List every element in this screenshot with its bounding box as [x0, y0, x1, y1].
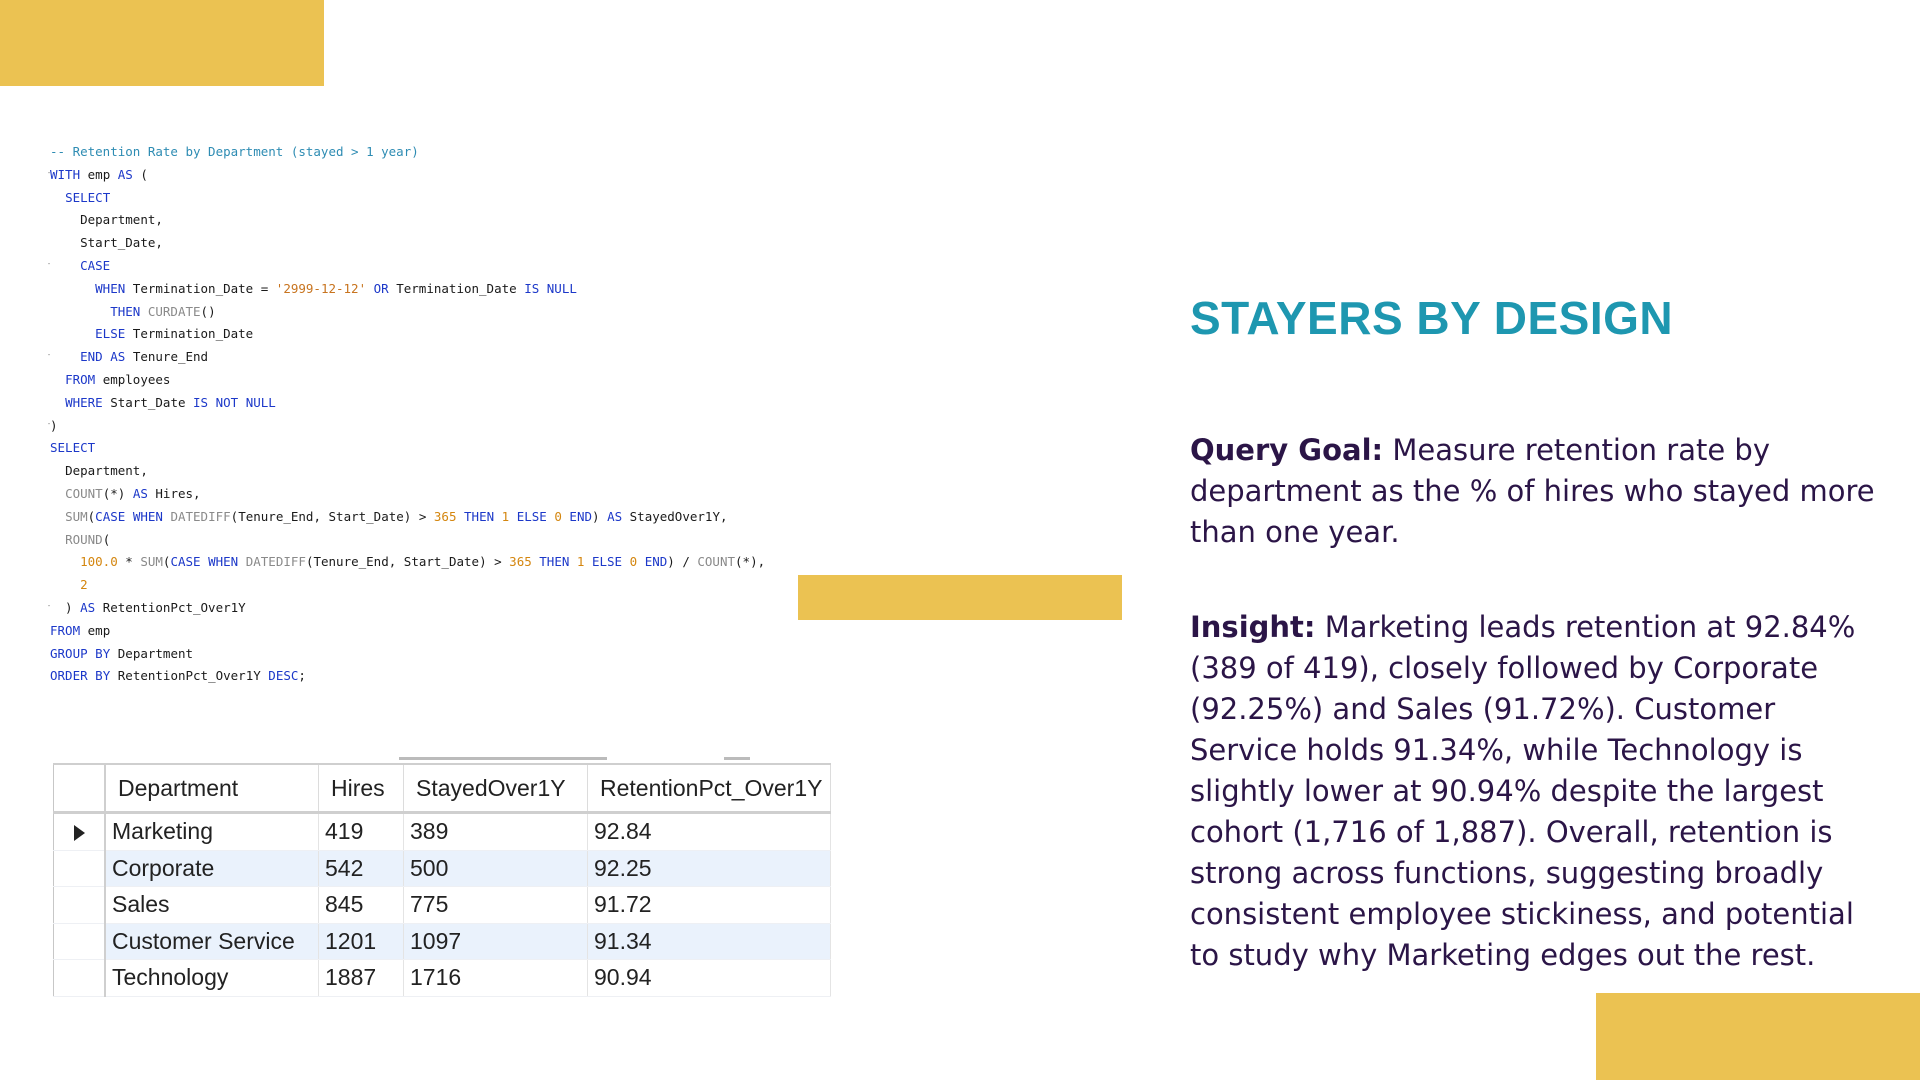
query-goal-paragraph: Query Goal: Measure retention rate by de…: [1190, 430, 1890, 553]
code-line: ˑ END AS Tenure_End: [46, 349, 209, 365]
cell-hires[interactable]: 419: [318, 812, 404, 851]
row-selector[interactable]: [53, 886, 106, 924]
insight-text: Marketing leads retention at 92.84% (389…: [1190, 610, 1856, 972]
cell-department[interactable]: Corporate: [105, 850, 319, 887]
insight-label: Insight:: [1190, 610, 1316, 644]
column-header-stayedover1y[interactable]: StayedOver1Y: [403, 764, 588, 814]
cell-stayed[interactable]: 1097: [403, 923, 588, 960]
cell-stayed[interactable]: 775: [403, 886, 588, 924]
cell-retention[interactable]: 91.72: [587, 886, 831, 924]
table-row[interactable]: Customer Service 1201 1097 91.34: [53, 923, 831, 960]
row-selector[interactable]: [53, 850, 106, 887]
code-line: SELECT: [65, 189, 111, 205]
cell-department[interactable]: Technology: [105, 959, 319, 997]
code-line: COUNT(*) AS Hires,: [65, 485, 201, 501]
grid-scrollbar-indicator-2: [724, 757, 750, 760]
column-header-department[interactable]: Department: [105, 764, 319, 814]
code-line: Department,: [65, 463, 148, 479]
code-line: WHEN Termination_Date = '2999-12-12' OR …: [95, 280, 577, 296]
table-row[interactable]: Corporate 542 500 92.25: [53, 850, 831, 887]
table-row[interactable]: Technology 1887 1716 90.94: [53, 959, 831, 997]
code-line: ˑ): [46, 417, 58, 433]
row-selector[interactable]: [53, 812, 106, 851]
code-line: 2: [80, 577, 88, 593]
cell-hires[interactable]: 845: [318, 886, 404, 924]
cell-stayed[interactable]: 500: [403, 850, 588, 887]
accent-bar-bottom-right: [1596, 993, 1920, 1080]
insight-paragraph: Insight: Marketing leads retention at 92…: [1190, 607, 1890, 976]
code-line: SUM(CASE WHEN DATEDIFF(Tenure_End, Start…: [65, 508, 728, 524]
code-line: Department,: [80, 212, 163, 228]
cell-retention[interactable]: 91.34: [587, 923, 831, 960]
results-header-row: Department Hires StayedOver1Y RetentionP…: [53, 764, 831, 814]
row-selector[interactable]: [53, 959, 106, 997]
code-line: SELECT: [50, 440, 96, 456]
code-line: ˑ ) AS RetentionPct_Over1Y: [46, 599, 246, 615]
cell-retention[interactable]: 92.25: [587, 850, 831, 887]
sql-code-block: -- Retention Rate by Department (stayed …: [46, 141, 810, 688]
accent-bar-top-left: [0, 0, 324, 86]
code-line: ROUND(: [65, 531, 111, 547]
query-goal-text: Measure retention rate by department as …: [1190, 433, 1875, 549]
cell-stayed[interactable]: 389: [403, 812, 588, 851]
code-line: THEN CURDATE(): [110, 303, 216, 319]
results-grid[interactable]: Department Hires StayedOver1Y RetentionP…: [53, 757, 845, 1018]
cell-hires[interactable]: 1887: [318, 959, 404, 997]
code-line: WHERE Start_Date IS NOT NULL: [65, 394, 276, 410]
code-line: ORDER BY RetentionPct_Over1Y DESC;: [50, 668, 306, 684]
cell-department[interactable]: Sales: [105, 886, 319, 924]
table-row[interactable]: Marketing 419 389 92.84: [53, 812, 831, 851]
code-line: Start_Date,: [80, 235, 163, 251]
code-line: FROM employees: [65, 371, 171, 387]
cell-stayed[interactable]: 1716: [403, 959, 588, 997]
code-line: GROUP BY Department: [50, 645, 194, 661]
cell-department[interactable]: Customer Service: [105, 923, 319, 960]
code-line: ˑ WITH emp AS (: [46, 166, 148, 182]
cell-retention[interactable]: 90.94: [587, 959, 831, 997]
results-table: Department Hires StayedOver1Y RetentionP…: [53, 763, 831, 997]
code-line: -- Retention Rate by Department (stayed …: [50, 144, 419, 159]
current-row-arrow-icon: [73, 825, 85, 842]
accent-bar-middle: [798, 575, 1122, 620]
column-header-hires[interactable]: Hires: [318, 764, 404, 814]
table-row[interactable]: Sales 845 775 91.72: [53, 886, 831, 924]
code-line: ELSE Termination_Date: [95, 326, 254, 342]
column-header-retentionpct[interactable]: RetentionPct_Over1Y: [587, 764, 831, 814]
cell-hires[interactable]: 542: [318, 850, 404, 887]
cell-retention[interactable]: 92.84: [587, 812, 831, 851]
slide-title: STAYERS BY DESIGN: [1190, 292, 1674, 344]
cell-hires[interactable]: 1201: [318, 923, 404, 960]
code-line: FROM emp: [50, 622, 111, 638]
row-selector[interactable]: [53, 923, 106, 960]
cell-department[interactable]: Marketing: [105, 812, 319, 851]
row-selector-header[interactable]: [53, 764, 106, 814]
grid-scrollbar-indicator: [399, 757, 607, 760]
query-goal-label: Query Goal:: [1190, 433, 1384, 467]
code-line: ˑ CASE: [46, 257, 111, 273]
code-line: 100.0 * SUM(CASE WHEN DATEDIFF(Tenure_En…: [80, 554, 766, 570]
